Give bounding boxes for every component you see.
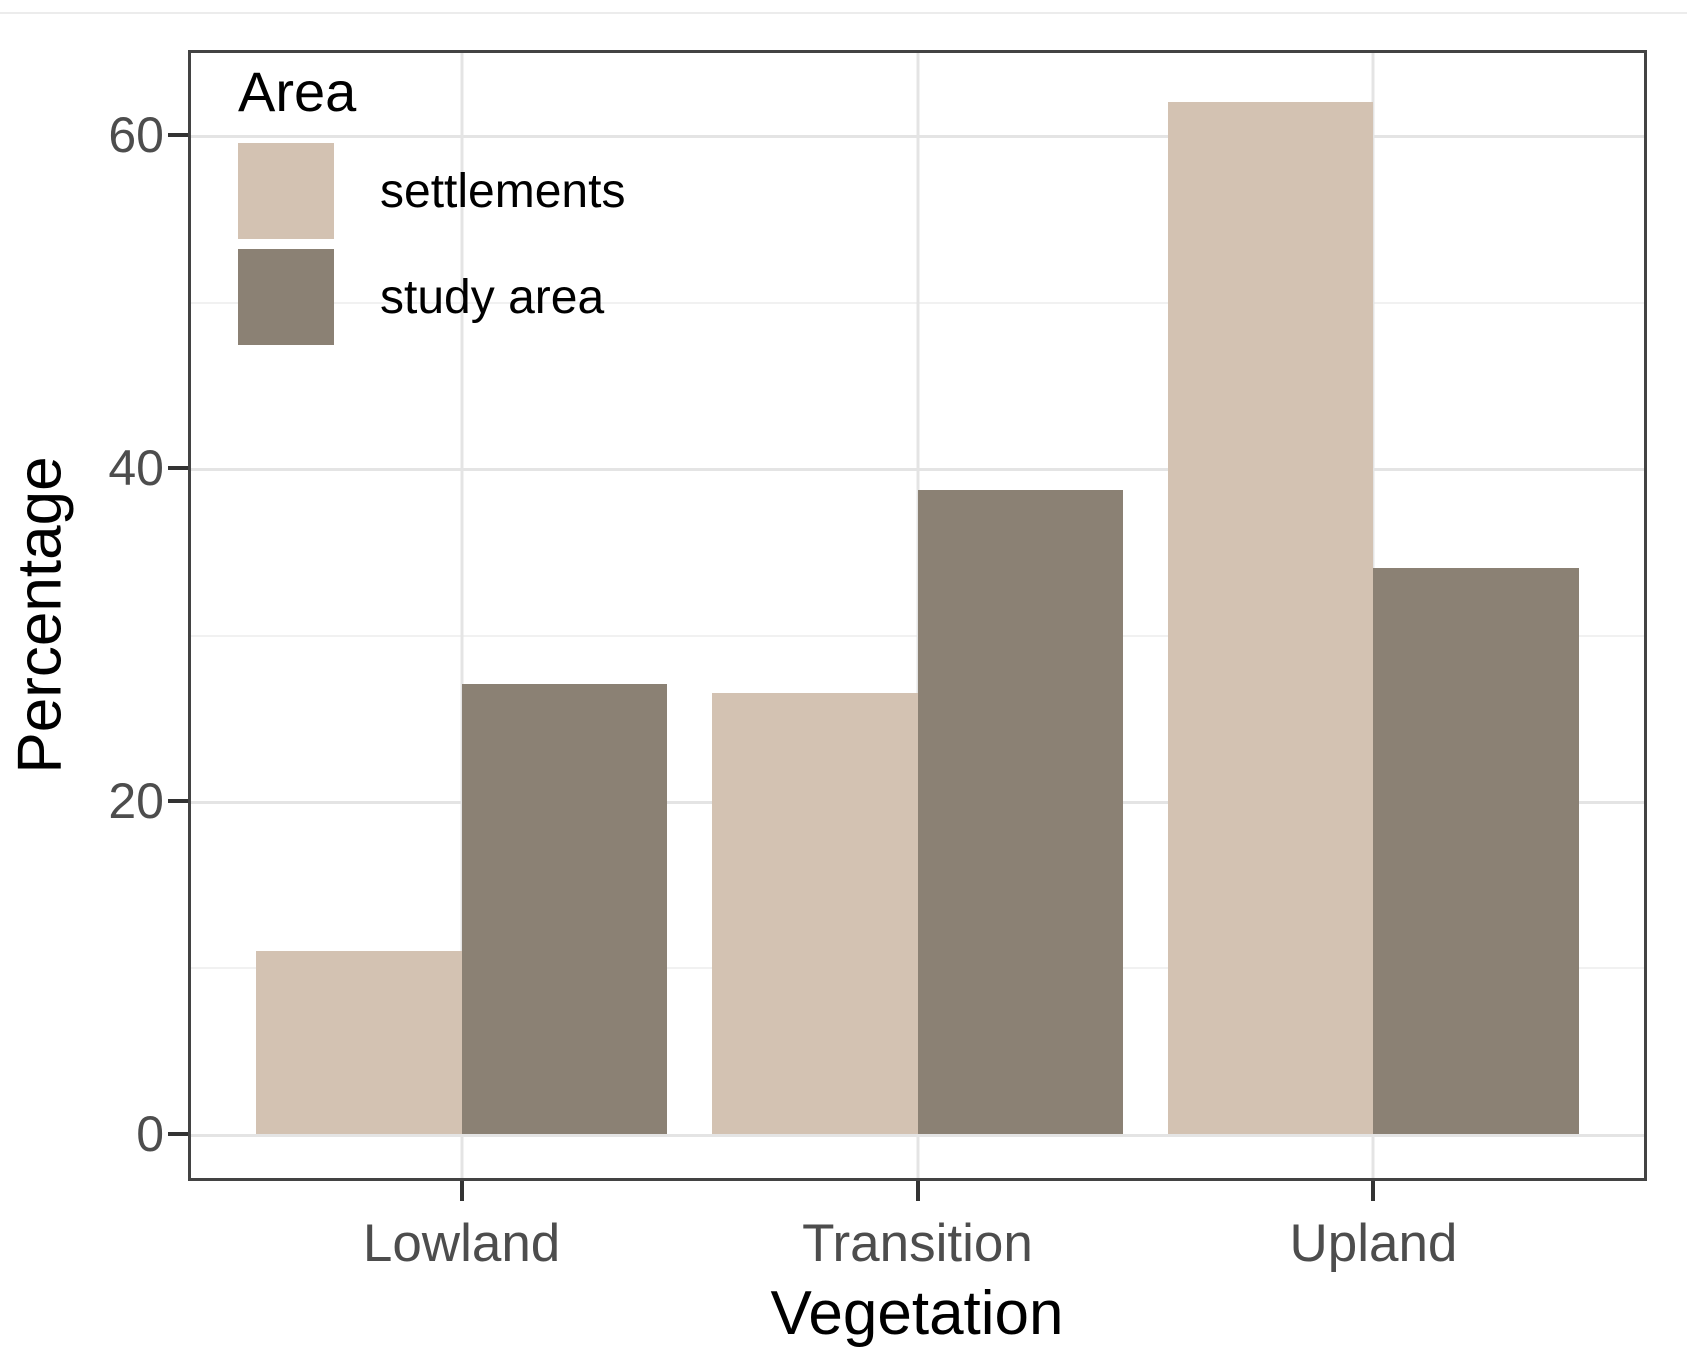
legend-items: settlements study area [238, 143, 625, 345]
legend-item-study-area: study area [238, 249, 625, 345]
plot-panel: Area settlements study area [188, 50, 1647, 1181]
y-tick-mark-0 [168, 1131, 188, 1136]
x-axis-title: Vegetation [770, 1279, 1064, 1348]
y-tick-label-0: 0 [136, 1105, 164, 1162]
legend-label-study-area: study area [380, 270, 605, 324]
bar-settlements-transition [712, 692, 918, 1134]
bar-study-area-transition [917, 489, 1123, 1134]
legend-label-settlements: settlements [380, 164, 626, 218]
legend-key-study-area [238, 249, 334, 345]
y-tick-label-20: 20 [108, 772, 164, 829]
y-tick-mark-60 [168, 133, 188, 138]
bar-study-area-upland [1373, 567, 1579, 1134]
bar-settlements-upland [1168, 101, 1374, 1134]
x-tick-label-transition: Transition [802, 1214, 1033, 1273]
legend-title: Area [238, 60, 357, 123]
x-tick-mark-lowland [459, 1181, 464, 1201]
legend: Area settlements study area [238, 59, 625, 345]
y-tick-label-60: 60 [108, 107, 164, 164]
x-tick-label-lowland: Lowland [362, 1214, 561, 1273]
bar-study-area-lowland [461, 684, 667, 1134]
x-tick-mark-transition [915, 1181, 920, 1201]
x-tick-label-upland: Upland [1289, 1214, 1458, 1273]
gridline-x-lowland [460, 50, 464, 1181]
figure-top-border [0, 12, 1687, 14]
bar-settlements-lowland [256, 950, 462, 1134]
y-tick-mark-20 [168, 798, 188, 803]
y-tick-label-40: 40 [108, 440, 164, 497]
y-tick-mark-40 [168, 466, 188, 471]
legend-key-settlements [238, 143, 334, 239]
x-tick-mark-upland [1371, 1181, 1376, 1201]
legend-item-settlements: settlements [238, 143, 625, 239]
y-axis-title: Percentage [5, 456, 75, 774]
